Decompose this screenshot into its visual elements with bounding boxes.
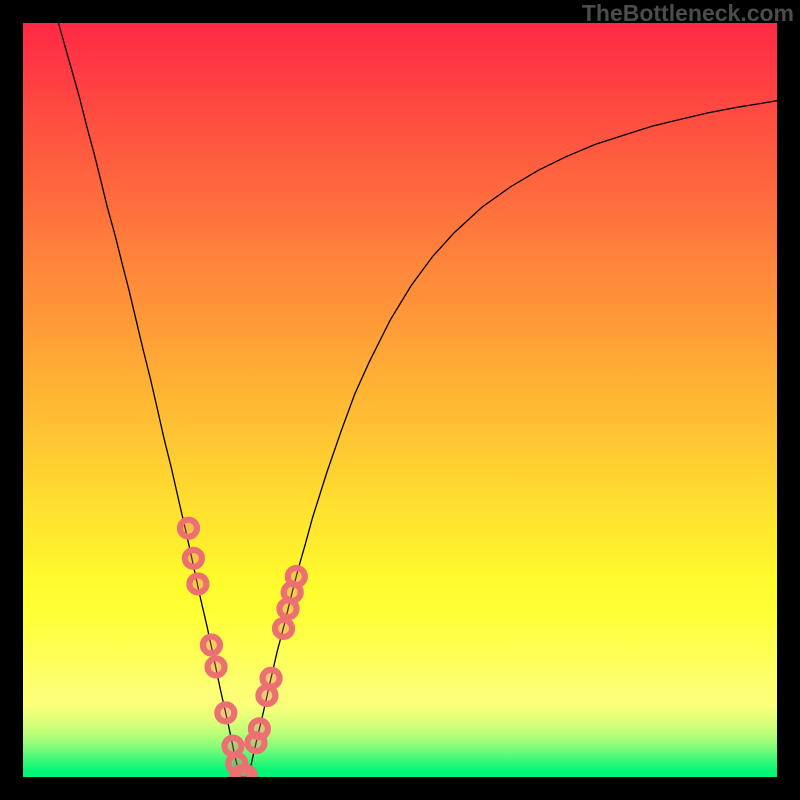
data-marker [275, 620, 292, 637]
data-marker [288, 568, 305, 585]
data-marker [263, 670, 280, 687]
bottleneck-curve [58, 23, 777, 777]
data-marker [238, 767, 255, 777]
data-marker [217, 704, 234, 721]
data-marker [203, 637, 220, 654]
data-marker [189, 575, 206, 592]
chart-container: TheBottleneck.com [0, 0, 800, 800]
data-marker [180, 520, 197, 537]
data-marker [208, 658, 225, 675]
watermark-text: TheBottleneck.com [582, 0, 794, 27]
data-marker [251, 720, 268, 737]
curve-layer [23, 23, 777, 777]
data-marker [185, 550, 202, 567]
plot-area [23, 23, 777, 777]
